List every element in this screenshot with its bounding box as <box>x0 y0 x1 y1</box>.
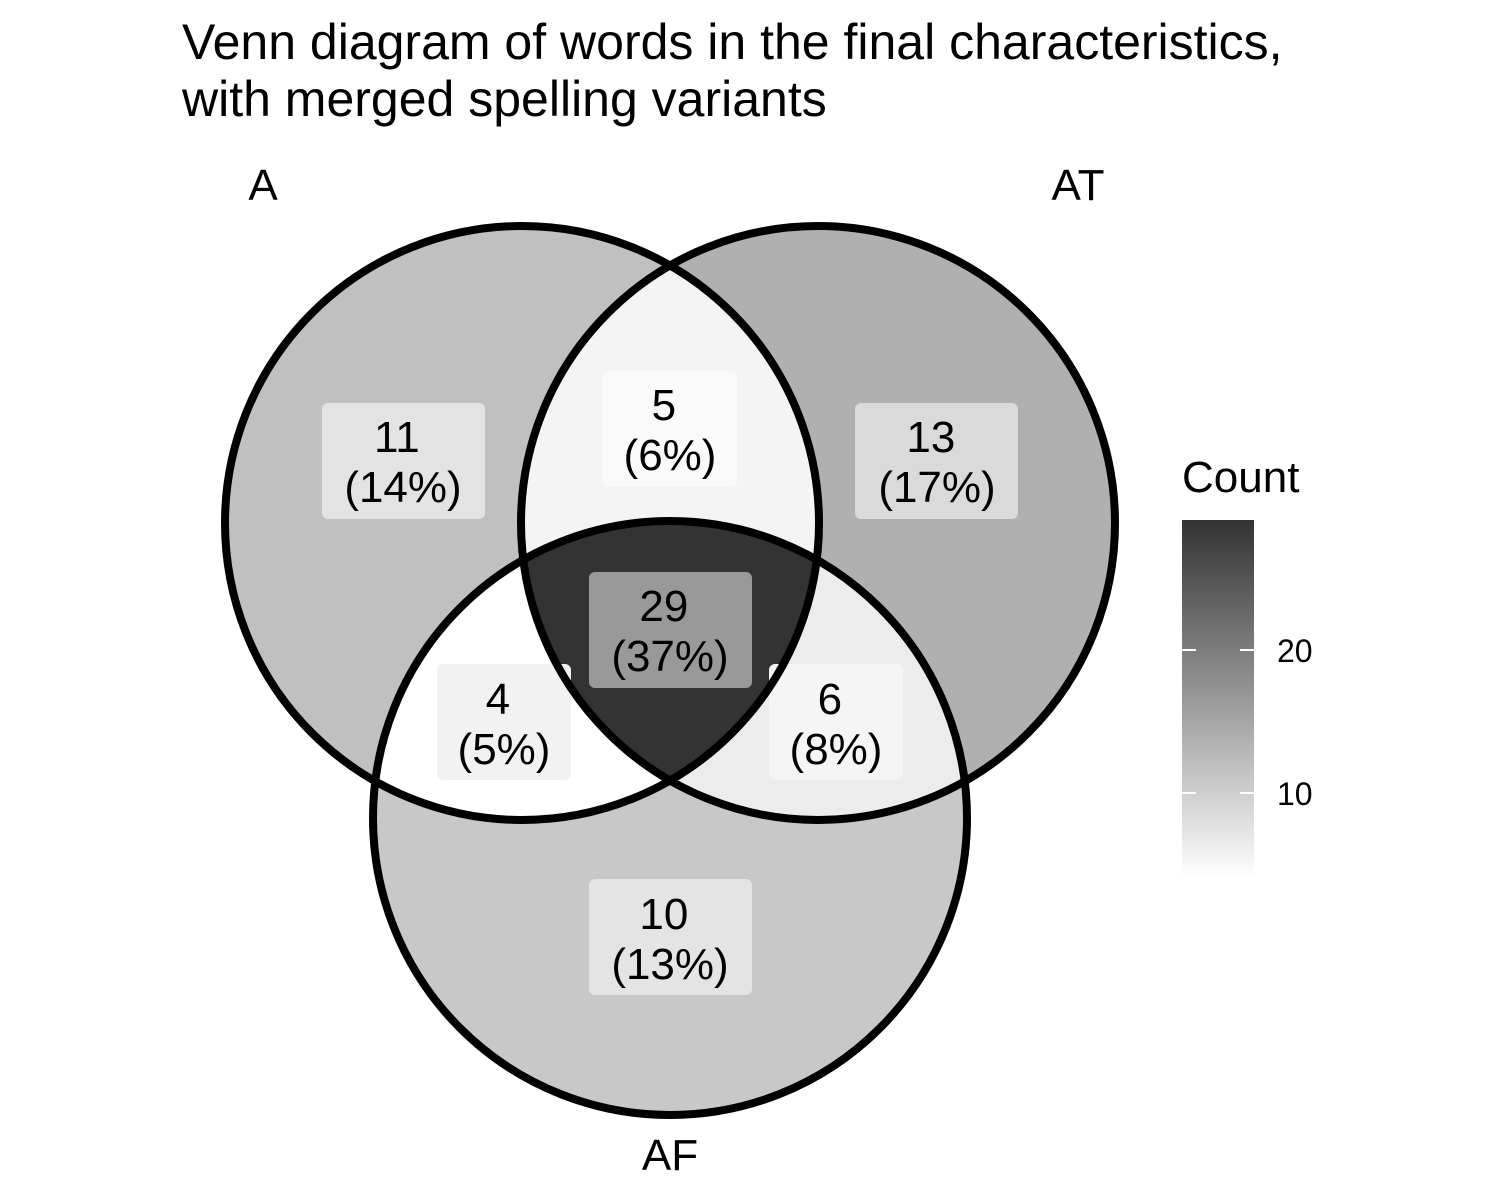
region-label-a-at: 5 (6%) <box>624 381 717 480</box>
label-box-at-af <box>769 664 903 780</box>
count-at-af: 6 <box>818 675 842 724</box>
chart-title: Venn diagram of words in the final chara… <box>182 14 1283 128</box>
region-label-a-at-af: 29 (37%) <box>611 582 728 681</box>
region-label-at-only: 13 (17%) <box>878 413 995 512</box>
region-label-af-only: 10 (13%) <box>611 890 728 989</box>
label-box-at-only <box>855 403 1018 519</box>
legend-title: Count <box>1182 453 1299 502</box>
region-labels: 11 (14%) 13 (17%) 10 (13%) 5 (6%) 4 (5%)… <box>344 381 995 989</box>
chart-title-line-1: Venn diagram of words in the final chara… <box>182 14 1283 70</box>
count-a-af: 4 <box>486 675 510 724</box>
count-a-at-af: 29 <box>639 582 688 631</box>
set-label-af: AF <box>642 1131 698 1180</box>
label-box-a-at-af <box>589 572 752 688</box>
percent-af-only: (13%) <box>611 940 728 989</box>
region-label-a-only: 11 (14%) <box>344 413 461 512</box>
legend: Count 20 10 <box>1182 453 1313 878</box>
count-af-only: 10 <box>639 890 688 939</box>
percent-a-at-af: (37%) <box>611 632 728 681</box>
legend-colorbar <box>1182 520 1254 878</box>
label-box-a-af <box>437 664 571 780</box>
set-label-a: A <box>248 161 278 210</box>
set-at-circle <box>517 222 1119 824</box>
set-af-circle <box>369 517 971 1119</box>
set-outlines <box>221 222 1119 1119</box>
percent-at-af: (8%) <box>790 725 883 774</box>
percent-a-only: (14%) <box>344 463 461 512</box>
region-label-a-af: 4 (5%) <box>458 675 551 774</box>
region-label-at-af: 6 (8%) <box>790 675 883 774</box>
label-box-a-only <box>322 403 485 519</box>
legend-tick-label-10: 10 <box>1277 776 1313 812</box>
label-box-a-at <box>603 371 737 487</box>
percent-a-at: (6%) <box>624 431 717 480</box>
label-boxes <box>322 371 1018 995</box>
count-a-at: 5 <box>652 381 676 430</box>
count-a-only: 11 <box>374 413 420 462</box>
set-a-circle <box>221 222 823 824</box>
count-at-only: 13 <box>906 413 955 462</box>
percent-a-af: (5%) <box>458 725 551 774</box>
chart-title-line-2: with merged spelling variants <box>182 71 827 127</box>
percent-at-only: (17%) <box>878 463 995 512</box>
legend-tick-label-20: 20 <box>1277 633 1313 669</box>
label-box-af-only <box>589 879 752 995</box>
set-label-at: AT <box>1052 161 1105 210</box>
